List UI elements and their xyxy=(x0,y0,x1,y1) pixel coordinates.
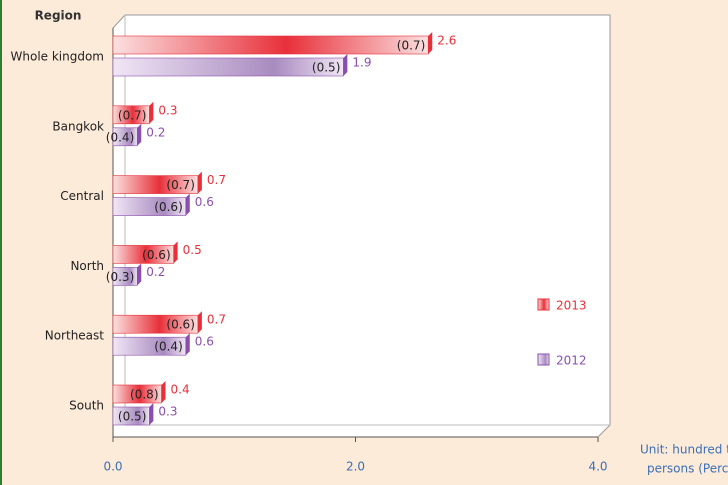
percent-label: (0.7) xyxy=(166,178,194,192)
bar-side xyxy=(197,311,202,334)
percent-label: (0.6) xyxy=(166,318,194,332)
percent-label: (0.5) xyxy=(312,61,340,75)
percent-label: (0.3) xyxy=(106,270,134,284)
percent-label: (0.7) xyxy=(118,108,146,122)
percent-label: (0.6) xyxy=(154,200,182,214)
value-label: 0.5 xyxy=(183,243,202,257)
unit-note: Unit: hundred thousand xyxy=(640,443,728,457)
percent-label: (0.8) xyxy=(130,388,158,402)
percent-label: (0.5) xyxy=(118,410,146,424)
percent-label: (0.4) xyxy=(154,340,182,354)
legend-label: 2012 xyxy=(556,354,587,368)
y-tick-label: Northeast xyxy=(45,329,105,343)
bar-side xyxy=(161,381,166,403)
value-label: 0.6 xyxy=(195,335,214,349)
y-tick-label: Central xyxy=(60,189,104,203)
value-label: 1.9 xyxy=(352,56,371,70)
value-label: 2.6 xyxy=(437,34,456,48)
bar-side xyxy=(185,193,190,216)
value-label: 0.3 xyxy=(158,103,177,117)
y-axis-label: Region xyxy=(35,9,82,23)
legend-label: 2013 xyxy=(556,299,587,313)
legend-swatch xyxy=(537,298,550,311)
bar-side xyxy=(137,123,142,146)
bar xyxy=(112,35,429,55)
plot-area xyxy=(112,14,611,438)
bar-side xyxy=(149,403,154,425)
bar-side xyxy=(173,241,178,264)
value-label: 0.7 xyxy=(207,173,226,187)
y-tick-label: Bangkok xyxy=(52,119,104,133)
percent-label: (0.6) xyxy=(142,248,170,262)
bar-side xyxy=(197,171,202,194)
bar-side xyxy=(428,32,433,54)
y-tick-label: North xyxy=(70,259,104,273)
legend-swatch xyxy=(537,353,550,366)
x-tick-label: 2.0 xyxy=(346,460,365,474)
percent-label: (0.7) xyxy=(397,39,425,53)
bar-side xyxy=(185,333,190,356)
value-label: 0.6 xyxy=(195,195,214,209)
value-label: 0.4 xyxy=(171,383,190,397)
value-label: 0.2 xyxy=(146,265,165,279)
value-label: 0.2 xyxy=(146,125,165,139)
bar-side xyxy=(149,101,154,124)
value-label: 0.3 xyxy=(158,405,177,419)
bar xyxy=(112,57,344,77)
y-tick-label: South xyxy=(69,399,104,413)
x-tick-label: 0.0 xyxy=(103,460,122,474)
y-tick-label: Whole kingdom xyxy=(11,50,105,64)
bar-side xyxy=(137,263,142,286)
value-label: 0.7 xyxy=(207,313,226,327)
bar-side xyxy=(343,54,348,76)
x-tick-label: 4.0 xyxy=(588,460,607,474)
percent-label: (0.4) xyxy=(106,130,134,144)
unit-note: persons (Percent) xyxy=(647,462,728,476)
